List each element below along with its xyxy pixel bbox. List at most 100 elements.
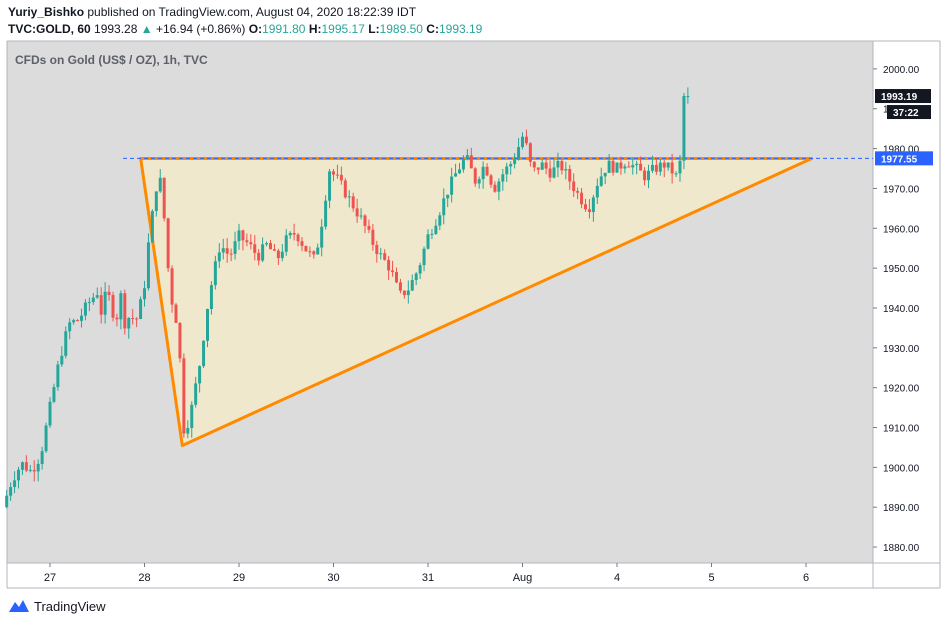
candle-body (363, 215, 367, 226)
candle-body (513, 159, 517, 164)
candle-body (72, 320, 76, 323)
candle-body (328, 171, 332, 201)
candle-body (272, 249, 276, 251)
candle-body (521, 136, 524, 148)
y-tick-label: 1910.00 (883, 424, 920, 435)
candle-body (524, 136, 528, 144)
candle-body (213, 261, 217, 286)
candle-body (347, 196, 351, 198)
y-tick-label: 1960.00 (883, 224, 920, 235)
candle-body (158, 177, 162, 192)
candle-body (674, 173, 678, 175)
candle-body (316, 247, 320, 255)
candle-body (631, 165, 635, 168)
x-tick-label: Aug (513, 572, 533, 584)
x-tick-label: 31 (422, 572, 434, 584)
change-value: +16.94 (+0.86%) (156, 22, 246, 36)
y-tick-label: 1940.00 (883, 304, 920, 315)
candle-body (458, 169, 461, 174)
candle-body (202, 340, 206, 367)
candle-body (465, 155, 469, 159)
candle-body (20, 462, 24, 470)
candle-body (324, 200, 328, 227)
candle-body (666, 162, 670, 168)
candle-body (438, 215, 442, 226)
candle-body (36, 463, 40, 472)
candle-body (591, 197, 595, 212)
candle-body (198, 366, 202, 384)
candle-body (355, 208, 359, 217)
candle-body (383, 253, 387, 260)
chart-header: Yuriy_Bishko published on TradingView.co… (8, 4, 482, 38)
candle-body (686, 96, 690, 98)
candle-body (60, 355, 64, 365)
candle-body (221, 248, 225, 253)
candle-body (339, 174, 343, 181)
candle-body (52, 387, 56, 402)
candle-body (257, 252, 261, 261)
candle-body (17, 469, 20, 481)
candle-body (497, 181, 501, 192)
candle-body (265, 243, 269, 245)
high-label: H: (308, 22, 322, 36)
y-tick-label: 1950.00 (883, 264, 920, 275)
y-tick-label: 1920.00 (883, 384, 920, 395)
candle-body (320, 226, 324, 248)
x-tick-label: 27 (44, 572, 56, 584)
candle-body (217, 252, 221, 262)
candle-body (477, 179, 481, 184)
candle-body (406, 290, 410, 296)
candle-body (505, 166, 509, 175)
candle-body (375, 244, 379, 255)
candle-body (276, 250, 280, 259)
candle-body (269, 243, 272, 250)
author-name[interactable]: Yuriy_Bishko (8, 5, 85, 19)
candle-body (146, 242, 150, 289)
candle-body (32, 469, 36, 472)
candle-body (300, 241, 304, 246)
candle-body (564, 168, 568, 171)
candle-body (241, 230, 245, 241)
candle-body (91, 297, 95, 303)
candle-body (654, 164, 658, 172)
chart-title: CFDs on Gold (US$ / OZ), 1h, TVC (15, 53, 208, 67)
candle-body (414, 273, 418, 281)
candle-body (611, 160, 615, 173)
candle-body (532, 161, 536, 168)
candle-body (658, 162, 662, 172)
candle-body (83, 302, 87, 316)
tradingview-logo-icon (9, 600, 29, 612)
candle-body (24, 462, 28, 471)
candle-body (99, 295, 103, 315)
brand-label[interactable]: TradingView (34, 598, 106, 614)
candle-body (225, 248, 229, 254)
candle-body (280, 251, 284, 259)
candle-body (627, 166, 631, 168)
candle-body (312, 251, 316, 255)
candle-body (209, 285, 213, 309)
candle-body (48, 401, 52, 426)
candle-body (678, 160, 682, 174)
x-tick-label: 29 (233, 572, 245, 584)
candle-body (127, 317, 131, 329)
candle-body (351, 196, 355, 209)
candle-body (206, 308, 209, 341)
candle-body (402, 290, 406, 296)
y-tick-label: 2000.00 (883, 65, 920, 76)
price-label: 1993.19 (881, 92, 918, 103)
candle-body (509, 163, 513, 167)
candle-body (536, 167, 540, 170)
candle-body (261, 244, 265, 261)
candle-body (13, 480, 17, 488)
candle-body (5, 495, 9, 508)
low-value: 1989.50 (379, 22, 423, 36)
close-value: 1993.19 (438, 22, 483, 36)
x-tick-label: 5 (708, 572, 714, 584)
candle-body (493, 184, 497, 192)
open-label: O: (248, 22, 263, 36)
candle-body (9, 487, 13, 496)
candle-body (643, 170, 647, 181)
candle-body (647, 170, 650, 181)
candle-body (481, 166, 485, 180)
